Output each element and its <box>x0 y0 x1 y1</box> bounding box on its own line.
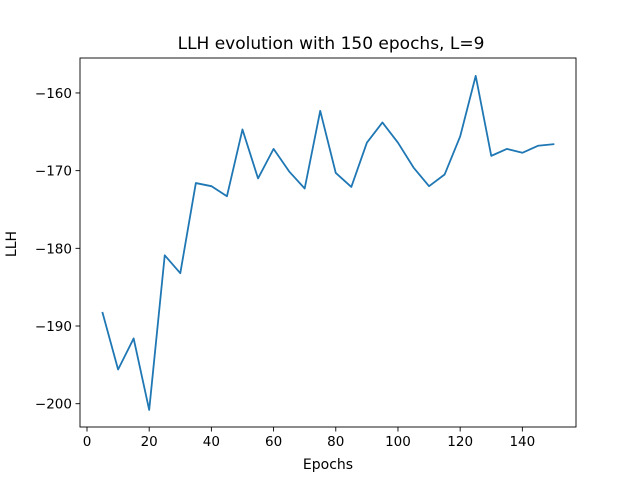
y-tick-label: −180 <box>35 241 72 257</box>
series-line-llh <box>101 74 555 411</box>
x-tick-label: 40 <box>203 434 220 450</box>
x-tick-label: 140 <box>509 434 535 450</box>
y-tick-label: −160 <box>35 86 72 102</box>
chart-title: LLH evolution with 150 epochs, L=9 <box>178 34 485 54</box>
x-tick-label: 120 <box>447 434 473 450</box>
axes-frame <box>79 57 577 428</box>
y-tick-label: −190 <box>35 319 72 335</box>
x-axis-ticks: 0 20 40 60 80 100 120 140 <box>83 427 535 450</box>
x-tick-label: 60 <box>265 434 282 450</box>
x-tick-label: 80 <box>327 434 344 450</box>
x-tick-label: 0 <box>83 434 92 450</box>
x-axis-label: Epochs <box>303 457 353 473</box>
y-tick-label: −170 <box>35 164 72 180</box>
x-tick-label: 20 <box>141 434 158 450</box>
y-axis-label: LLH <box>4 231 20 257</box>
y-axis-ticks: −200 −190 −180 −170 −160 <box>35 86 80 413</box>
x-tick-label: 100 <box>385 434 411 450</box>
y-tick-label: −200 <box>35 397 72 413</box>
